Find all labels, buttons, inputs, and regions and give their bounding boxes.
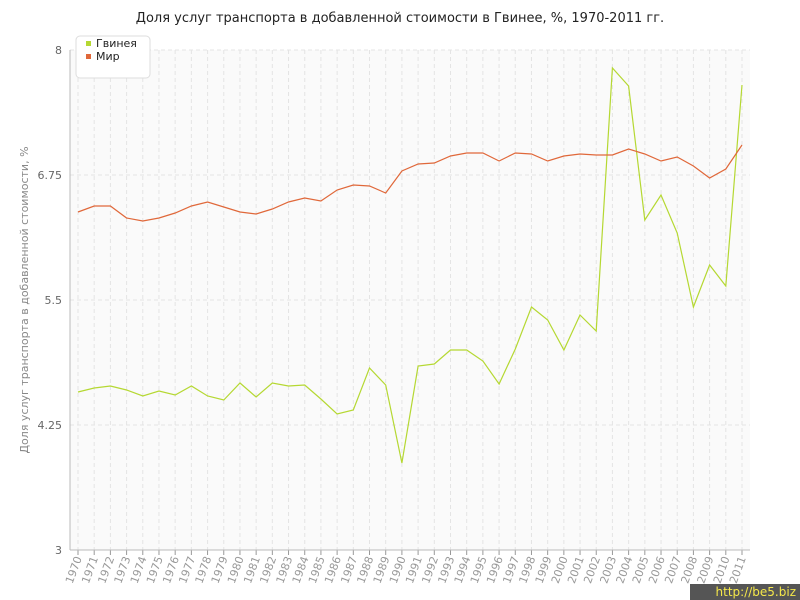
watermark: http://be5.biz: [716, 585, 796, 599]
series-line: [77, 144, 743, 222]
legend-box: [75, 35, 151, 79]
legend-label: Мир: [96, 50, 120, 63]
y-tick-label: 5.5: [45, 294, 63, 307]
legend-label: Гвинея: [96, 37, 137, 50]
y-axis-label: Доля услуг транспорта в добавленной стои…: [18, 146, 31, 453]
watermark-bg: [690, 584, 800, 600]
y-tick-label: 6.75: [38, 169, 63, 182]
y-tick-label: 4.25: [38, 419, 63, 432]
series-line: [77, 66, 743, 464]
legend-swatch: [86, 54, 91, 59]
y-tick-label: 3: [55, 544, 62, 557]
chart-title: Доля услуг транспорта в добавленной стои…: [136, 11, 664, 26]
legend-swatch: [86, 41, 91, 46]
y-tick-label: 8: [55, 44, 62, 57]
